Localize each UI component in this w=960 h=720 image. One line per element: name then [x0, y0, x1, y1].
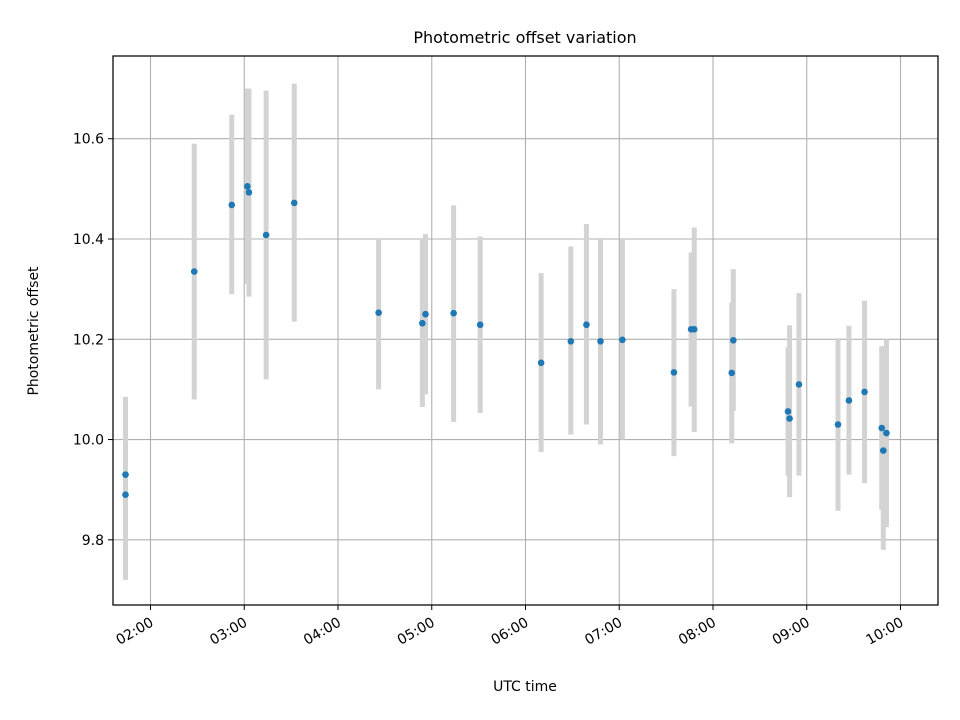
- data-point: [670, 369, 678, 376]
- data-point: [375, 309, 382, 317]
- data-point: [244, 183, 251, 190]
- data-point: [795, 381, 803, 388]
- data-point: [290, 199, 298, 207]
- data-point: [883, 429, 890, 437]
- data-point: [690, 325, 698, 333]
- data-point: [422, 310, 429, 318]
- data-point: [878, 424, 886, 432]
- y-tick-label: 9.8: [82, 533, 104, 549]
- data-point: [122, 471, 129, 478]
- data-point: [419, 319, 426, 327]
- chart-title: Photometric offset variation: [413, 28, 636, 47]
- data-point: [784, 408, 792, 415]
- data-point: [619, 336, 626, 344]
- y-tick-label: 10.4: [73, 232, 104, 248]
- data-point: [262, 231, 270, 239]
- y-tick-label: 10.0: [73, 433, 104, 449]
- data-point: [228, 201, 236, 209]
- data-point: [450, 309, 457, 317]
- y-axis-label: Photometric offset: [26, 266, 42, 396]
- data-points: [122, 183, 890, 498]
- data-point: [834, 421, 842, 428]
- data-point: [583, 321, 590, 329]
- data-point: [245, 189, 253, 196]
- data-point: [190, 268, 198, 275]
- data-point: [730, 336, 737, 344]
- x-axis-label: UTC time: [493, 679, 557, 695]
- data-point: [880, 447, 887, 454]
- data-point: [786, 415, 793, 422]
- y-axis-ticks: 9.8 10.0 10.2 10.4 10.6: [73, 132, 113, 549]
- data-point: [122, 491, 129, 498]
- y-tick-label: 10.6: [73, 132, 104, 148]
- data-point: [845, 397, 853, 404]
- data-point: [861, 388, 868, 396]
- data-point: [476, 321, 484, 329]
- data-point: [597, 337, 604, 345]
- y-tick-label: 10.2: [73, 332, 104, 348]
- data-point: [567, 337, 575, 345]
- data-point: [728, 369, 736, 377]
- data-point: [537, 359, 545, 367]
